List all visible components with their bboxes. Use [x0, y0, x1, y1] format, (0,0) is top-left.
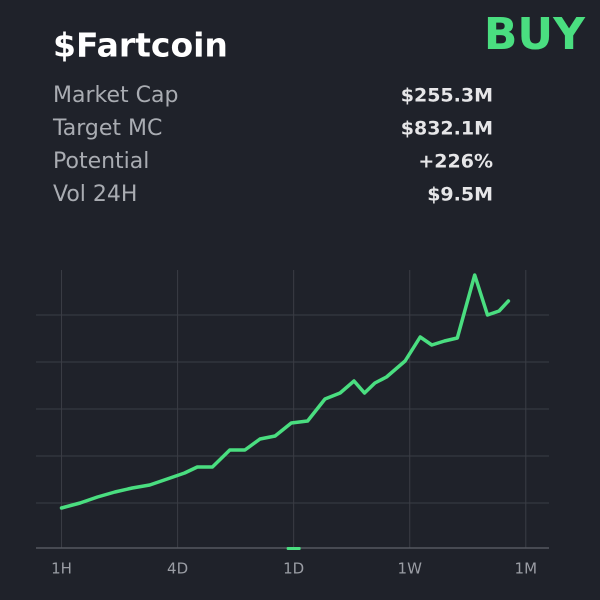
selected-indicator: [286, 547, 301, 550]
stat-value: $9.5M: [427, 184, 493, 206]
chart: 1H 4D 1D 1W 1M: [36, 270, 549, 578]
stat-label: Market Cap: [53, 83, 178, 108]
x-tick-label: 4D: [167, 560, 188, 578]
stat-value: $255.3M: [401, 85, 493, 107]
buy-button[interactable]: BUY: [484, 9, 586, 60]
x-tick-label: 1H: [51, 560, 72, 578]
x-tick-label: 1D: [283, 560, 304, 578]
stat-label: Target MC: [52, 116, 162, 141]
stats: Market Cap $255.3M Target MC $832.1M Potenti…: [52, 83, 493, 207]
token-title: $Fartcoin: [53, 26, 228, 65]
price-line: [59, 273, 511, 510]
stat-value: $832.1M: [401, 118, 493, 140]
x-tick-label: 1W: [398, 560, 423, 578]
stat-label: Vol 24H: [53, 182, 137, 207]
stat-value: +226%: [418, 151, 493, 173]
stat-label: Potential: [53, 149, 149, 174]
x-tick-label: 1M: [515, 560, 538, 578]
